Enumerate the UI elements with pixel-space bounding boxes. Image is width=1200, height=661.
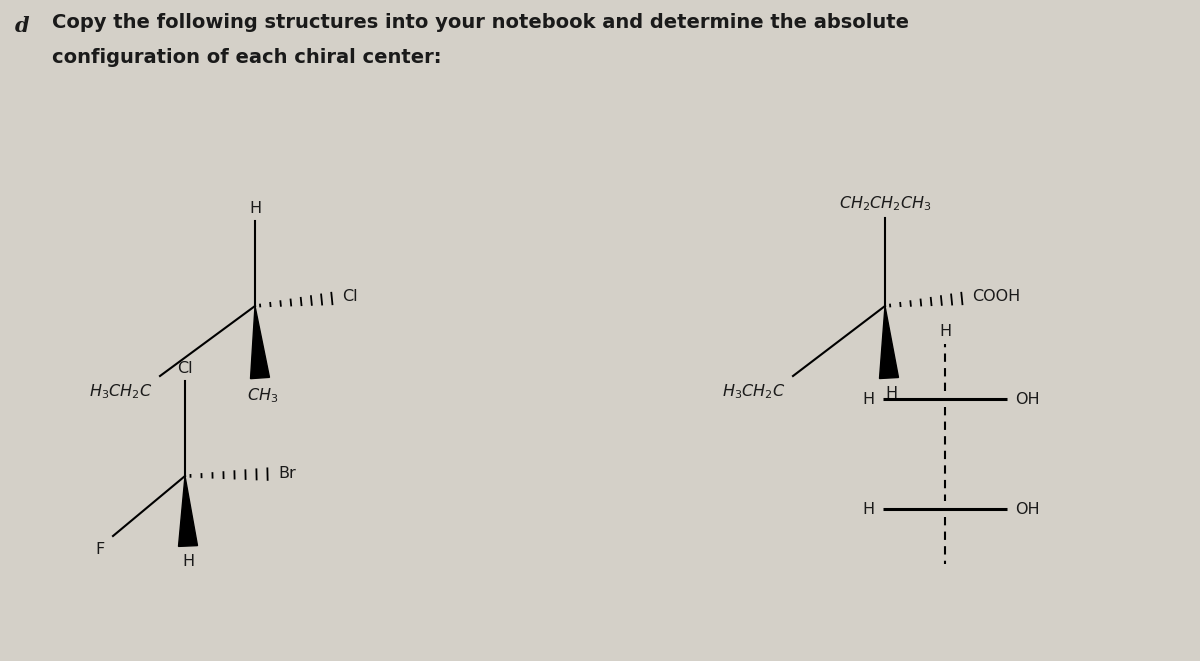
Text: H: H — [938, 324, 952, 339]
Text: Br: Br — [278, 467, 295, 481]
Text: COOH: COOH — [972, 288, 1020, 303]
Text: H: H — [863, 391, 875, 407]
Text: H: H — [182, 554, 194, 569]
Polygon shape — [880, 306, 899, 379]
Text: H: H — [248, 201, 262, 216]
Text: $H_3CH_2C$: $H_3CH_2C$ — [90, 382, 152, 401]
Text: $H_3CH_2C$: $H_3CH_2C$ — [722, 382, 786, 401]
Text: OH: OH — [1015, 502, 1039, 516]
Text: configuration of each chiral center:: configuration of each chiral center: — [52, 48, 442, 67]
Polygon shape — [179, 476, 198, 547]
Text: Cl: Cl — [342, 288, 358, 303]
Text: $CH_3$: $CH_3$ — [247, 386, 278, 405]
Text: $CH_2CH_2CH_3$: $CH_2CH_2CH_3$ — [839, 194, 931, 213]
Text: H: H — [863, 502, 875, 516]
Text: H: H — [884, 386, 898, 401]
Text: F: F — [96, 542, 106, 557]
Text: Cl: Cl — [178, 361, 193, 376]
Text: Copy the following structures into your notebook and determine the absolute: Copy the following structures into your … — [52, 13, 910, 32]
Text: OH: OH — [1015, 391, 1039, 407]
Text: d: d — [14, 16, 30, 36]
Polygon shape — [251, 306, 270, 379]
